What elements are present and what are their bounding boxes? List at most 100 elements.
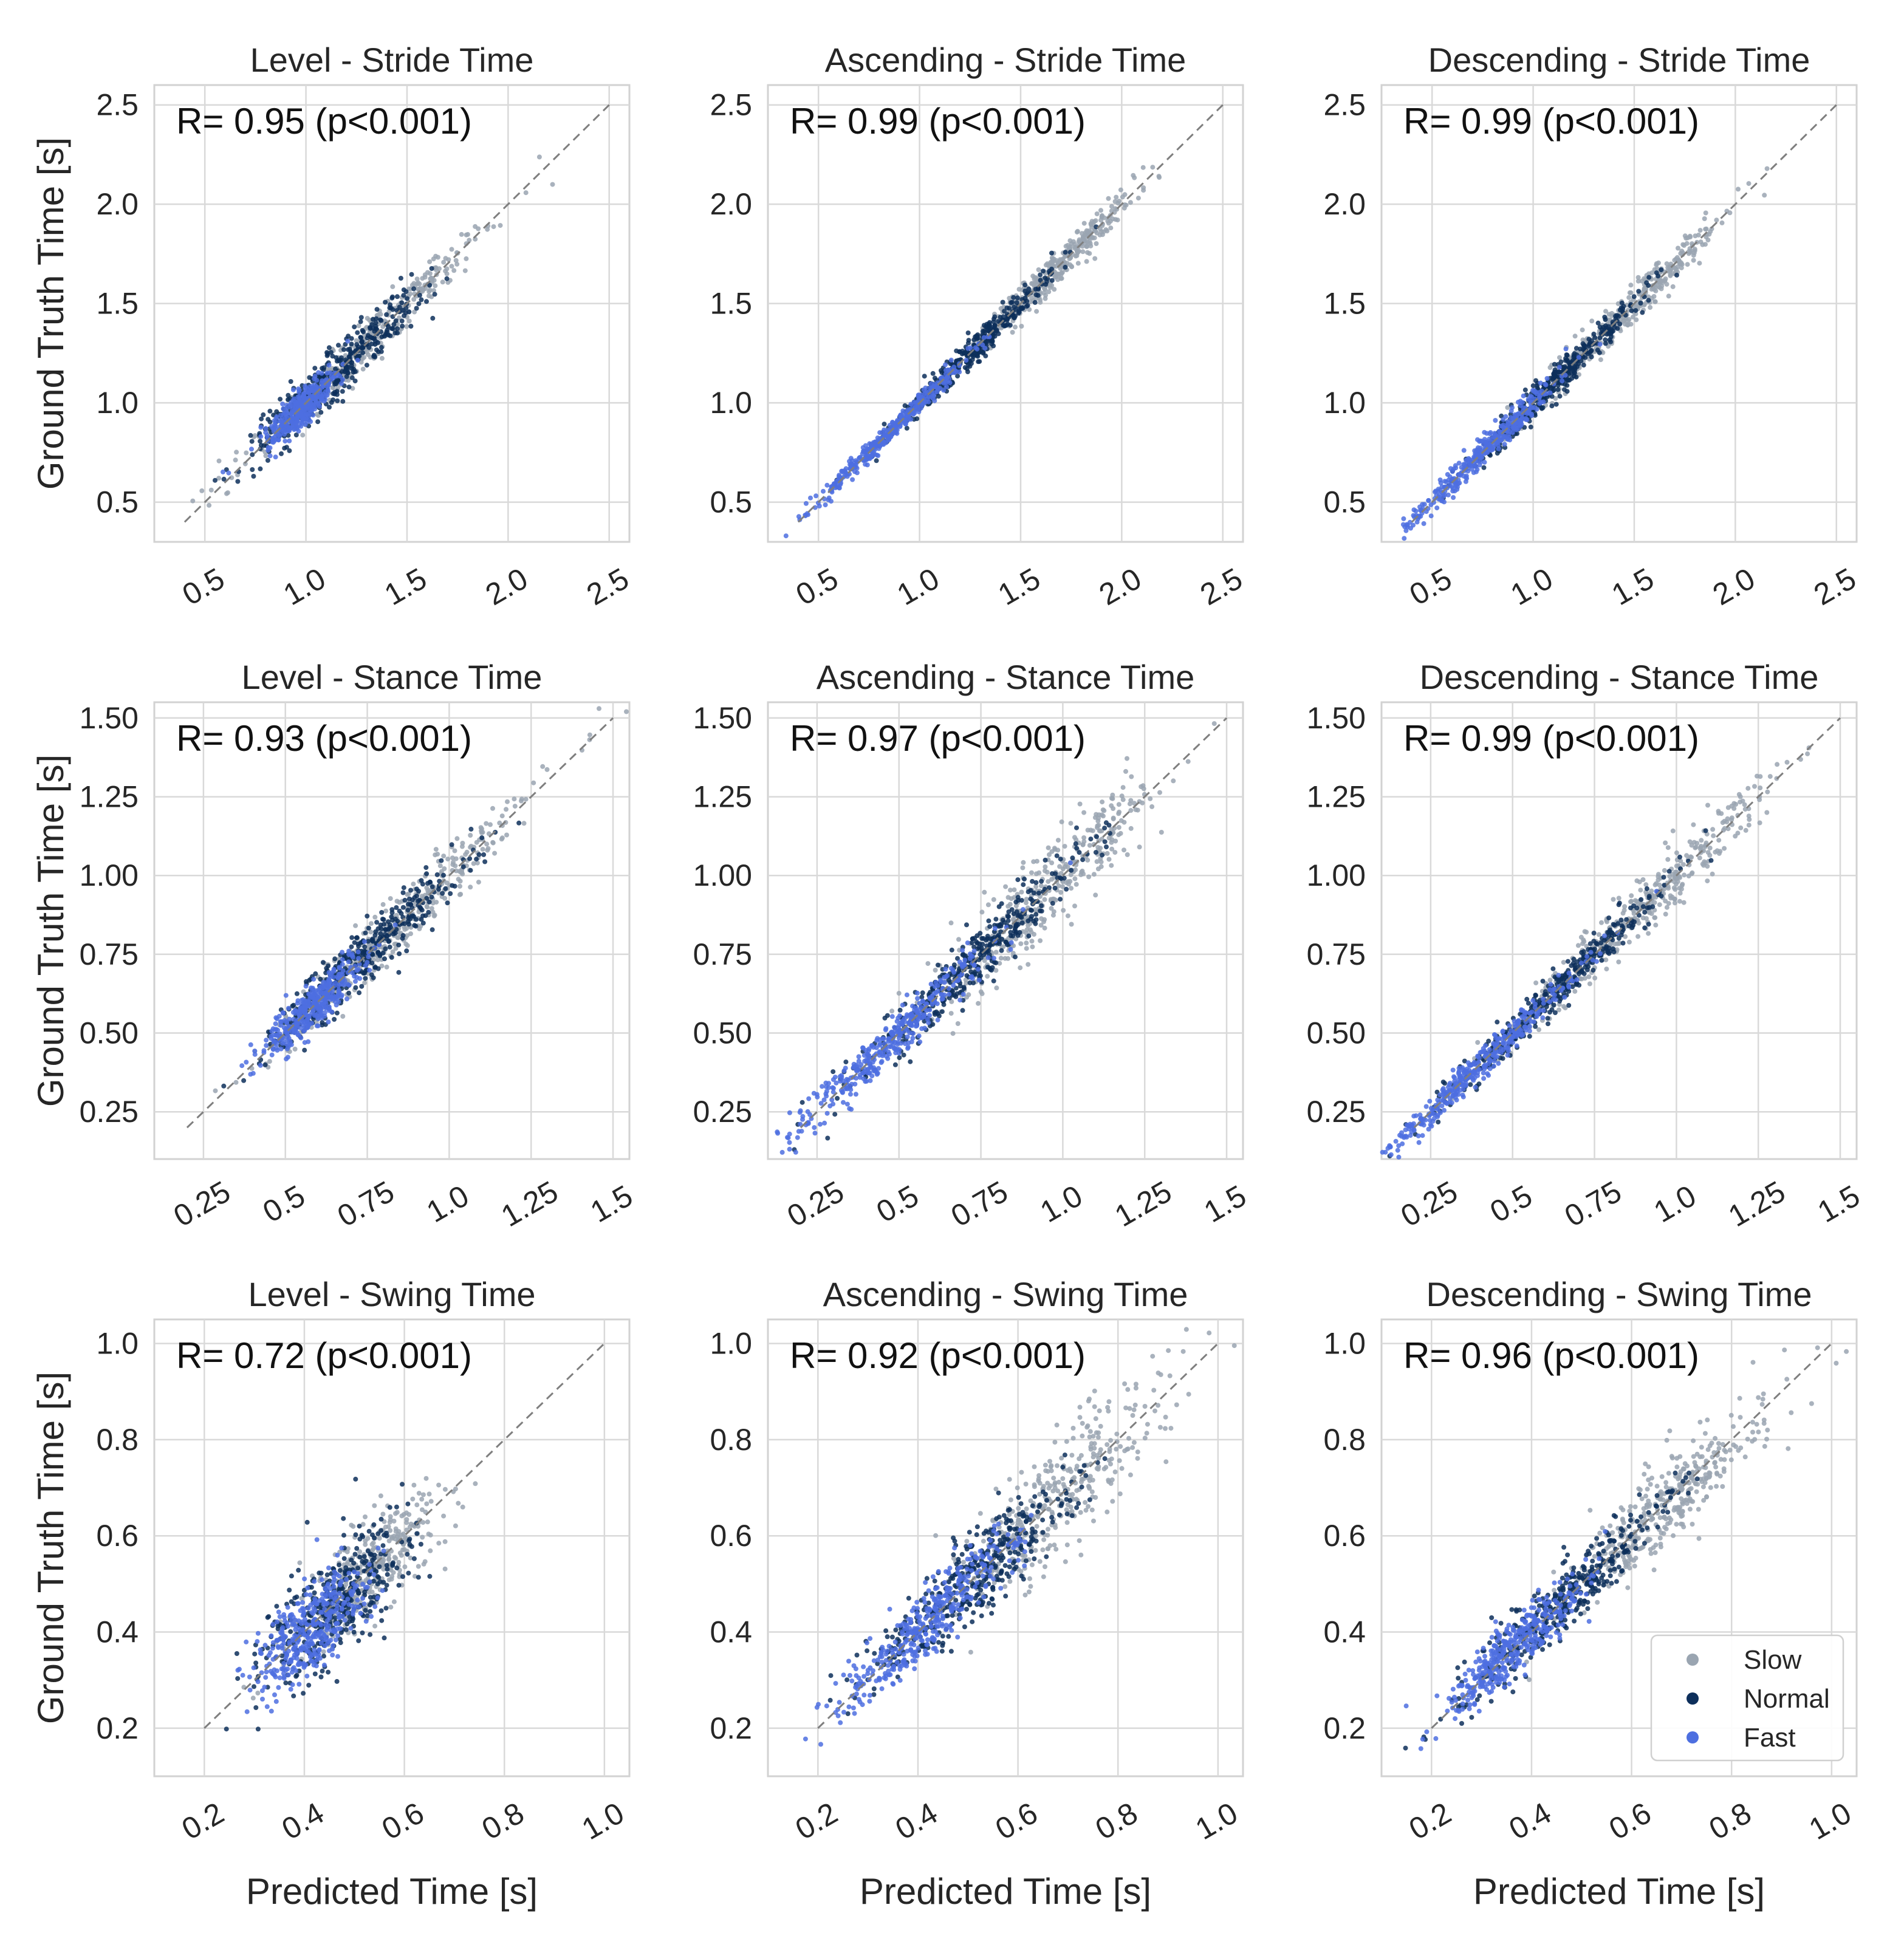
point-slow [1072, 244, 1078, 250]
x-tick-label: 2.0 [1094, 561, 1147, 612]
point-slow [369, 921, 374, 926]
point-slow [457, 892, 462, 897]
point-slow [199, 488, 205, 493]
point-fast [1528, 405, 1533, 409]
point-slow [1572, 334, 1578, 339]
point-normal [439, 858, 444, 863]
point-slow [948, 1011, 954, 1016]
y-tick-label: 2.0 [710, 187, 752, 221]
point-slow [423, 286, 428, 292]
point-slow [504, 807, 509, 812]
point-slow [1606, 312, 1612, 317]
point-normal [1000, 299, 1005, 305]
point-normal [359, 339, 365, 344]
point-fast [261, 1048, 267, 1053]
point-slow [396, 935, 401, 940]
point-fast [1477, 462, 1482, 468]
point-slow [1100, 232, 1105, 238]
point-normal [386, 919, 391, 925]
point-fast [947, 380, 953, 386]
point-slow [1062, 844, 1067, 849]
point-slow [1085, 857, 1091, 863]
point-slow [491, 224, 496, 230]
point-fast [850, 477, 855, 482]
point-slow [417, 281, 422, 287]
point-slow [1697, 228, 1703, 233]
point-fast [1484, 441, 1490, 446]
point-normal [386, 332, 391, 338]
point-normal [1629, 308, 1634, 313]
point-fast [250, 1070, 256, 1076]
point-fast [366, 954, 371, 960]
point-fast [289, 400, 294, 405]
y-tick-label: 0.5 [710, 485, 752, 519]
point-fast [326, 363, 332, 368]
point-normal [363, 930, 368, 936]
point-normal [990, 338, 995, 343]
point-normal [338, 357, 344, 363]
point-normal [408, 902, 413, 908]
point-normal [401, 293, 406, 298]
point-slow [985, 902, 991, 908]
point-slow [1028, 927, 1033, 932]
point-normal [383, 946, 388, 951]
point-normal [371, 354, 377, 359]
point-fast [1478, 438, 1483, 443]
point-fast [1457, 481, 1462, 486]
point-fast [317, 1007, 321, 1012]
point-slow [1652, 299, 1657, 304]
point-fast [315, 1023, 321, 1028]
point-slow [1061, 908, 1066, 913]
point-normal [1549, 403, 1555, 409]
point-slow [433, 847, 439, 852]
point-normal [235, 479, 241, 484]
point-fast [267, 453, 273, 459]
y-tick-label: 1.5 [96, 287, 139, 321]
point-normal [1011, 315, 1016, 320]
point-slow [1030, 281, 1035, 286]
point-normal [1022, 282, 1028, 288]
point-slow [440, 279, 445, 285]
x-tick-label: 2.5 [1808, 561, 1861, 612]
point-slow [459, 231, 464, 237]
point-slow [252, 433, 258, 438]
point-slow [408, 931, 413, 937]
point-slow [1693, 233, 1698, 239]
point-normal [349, 375, 355, 380]
x-tick-label: 1.5 [1606, 561, 1659, 612]
point-fast [269, 424, 275, 429]
point-normal [966, 338, 971, 343]
point-slow [1079, 231, 1084, 236]
point-slow [512, 796, 517, 802]
point-slow [1140, 165, 1146, 170]
point-normal [1564, 352, 1570, 358]
point-fast [837, 485, 842, 490]
point-slow [471, 861, 476, 866]
point-slow [1683, 236, 1689, 241]
y-tick-label: 2.5 [1323, 88, 1366, 122]
point-normal [408, 324, 414, 329]
point-normal [335, 398, 340, 403]
point-fast [331, 968, 337, 973]
point-fast [1403, 528, 1409, 533]
point-normal [974, 334, 979, 338]
point-fast [842, 468, 848, 473]
point-fast [824, 482, 830, 488]
point-slow [384, 964, 389, 970]
point-slow [1036, 870, 1042, 875]
point-fast [1428, 513, 1434, 519]
point-fast [308, 419, 313, 424]
point-slow [1118, 818, 1124, 823]
point-fast [1488, 430, 1493, 435]
point-fast [1478, 454, 1483, 460]
point-fast [948, 357, 954, 363]
point-fast [288, 425, 293, 430]
point-slow [397, 900, 402, 905]
point-slow [1065, 913, 1070, 919]
point-fast [346, 959, 351, 965]
point-fast [944, 375, 950, 380]
point-slow [950, 1031, 956, 1036]
point-slow [1149, 804, 1155, 809]
point-slow [444, 271, 450, 276]
point-normal [1581, 363, 1586, 368]
